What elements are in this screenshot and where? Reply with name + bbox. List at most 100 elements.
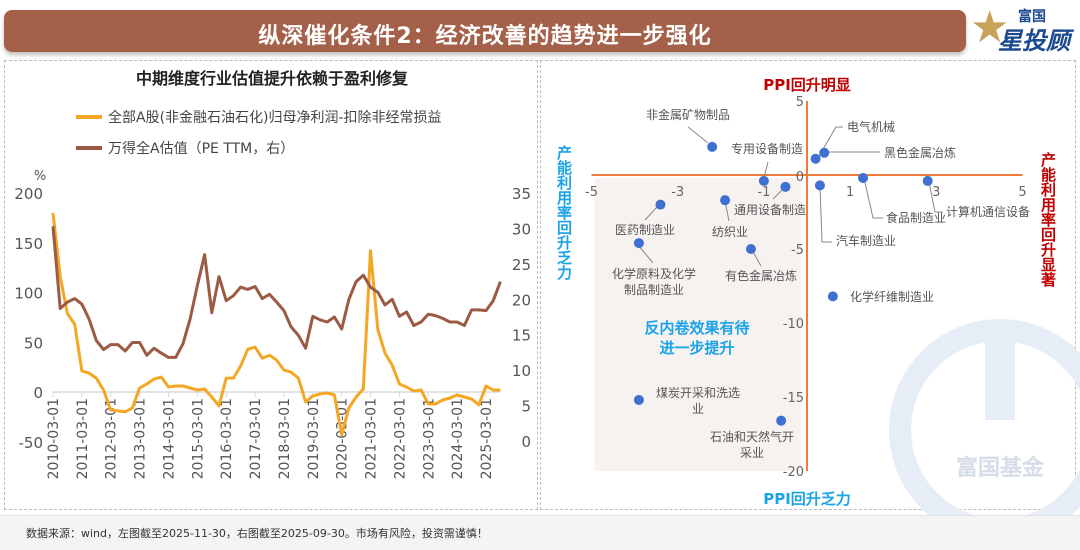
x-tick-label: 2024-03-01 [450,398,466,479]
left-axis-unit: % [34,169,46,184]
scatter-point [814,180,825,191]
footer: 数据来源：wind，左图截至2025-11-30，右图截至2025-09-30。… [0,515,1080,550]
charts-svg: 中期维度行业估值提升依赖于盈利修复全部A股(非金融石油石化)归母净利润-扣除非经… [14,69,1080,515]
scatter-y-tick: -20 [783,465,804,480]
x-tick-label: 2025-03-01 [479,398,495,479]
scatter-point [810,153,821,164]
point-label: 电气机械 [847,119,895,134]
x-tick-label: 2023-03-01 [421,398,437,479]
point-label: 制品制造业 [624,283,684,297]
point-label: 化学原料及化学 [612,266,696,281]
logo-main-text: 星投顾 [998,27,1070,55]
leader-line [928,181,943,213]
point-label: 医药制造业 [615,223,675,237]
quadrant-label-right: 产能利用率回升显著 [1039,152,1057,287]
point-label: 化学纤维制造业 [850,289,934,304]
scatter-x-tick: 1 [846,185,854,200]
right-y-tick: 35 [512,185,531,203]
legend-label-0: 全部A股(非金融石油石化)归母净利润-扣除非经常损益 [108,109,442,126]
right-y-tick: 5 [521,398,531,416]
scatter-x-tick: 3 [932,185,940,200]
scatter-point [780,181,791,192]
x-tick-label: 2015-03-01 [190,398,206,479]
left-y-tick: 0 [33,384,43,402]
scatter-point [858,172,869,183]
right-y-tick: 30 [512,220,531,238]
quadrant-label-bottom: PPI回升乏力 [763,490,851,508]
annotation-text: 反内卷效果有待 [644,319,749,337]
series-line-0 [51,212,501,437]
footer-note: 数据来源：wind，左图截至2025-11-30，右图截至2025-09-30。… [26,527,488,540]
scatter-x-tick: -1 [757,185,770,200]
point-label: 业 [692,402,704,416]
point-label: 煤炭开采和洗选 [656,386,740,400]
left-y-tick: 50 [24,334,43,352]
scatter-point [827,291,838,302]
point-label: 计算机通信设备 [946,204,1030,219]
right-y-tick: 15 [512,327,531,345]
x-tick-label: 2011-03-01 [75,398,91,479]
scatter-point [720,195,731,206]
series-line-1 [51,226,502,359]
point-label: 采业 [740,446,764,460]
right-y-tick: 0 [521,433,531,451]
left-chart-panel [4,60,538,510]
right-y-tick: 10 [512,362,531,380]
leader-line [644,205,659,221]
x-tick-label: 2019-03-01 [306,398,322,479]
point-label: 非金属矿物制品 [646,107,730,122]
left-y-tick: 100 [14,285,43,303]
scatter-y-tick: -15 [783,391,804,406]
point-label: 纺织业 [712,225,748,239]
x-tick-label: 2014-03-01 [161,398,177,479]
point-label: 通用设备制造 [734,203,806,217]
x-tick-label: 2013-03-01 [133,398,149,479]
right-y-tick: 25 [512,256,531,274]
scatter-point [776,415,787,426]
page-title: 纵深催化条件2：经济改善的趋势进一步强化 [258,24,712,49]
scatter-point [745,244,756,254]
scatter-x-tick: -5 [585,185,598,200]
scatter-x-tick: 5 [1018,185,1026,200]
point-label: 有色金属冶炼 [725,268,797,283]
shaded-quadrant [594,178,802,471]
left-y-tick: 150 [14,235,43,253]
star-icon: ★ [970,2,1010,53]
x-tick-label: 2021-03-01 [364,398,380,479]
leader-line [818,126,843,157]
point-label: 食品制造业 [886,210,946,225]
logo-top-text: 富国 [1018,9,1046,25]
x-tick-label: 2016-03-01 [219,398,235,479]
point-label: 汽车制造业 [836,233,896,248]
left-y-tick: 200 [14,185,43,203]
point-label: 黑色金属冶炼 [884,145,956,160]
brand-logo: ★ 富国 星投顾 [968,2,1076,56]
leader-line [687,126,709,144]
scatter-y-tick: -10 [783,317,804,332]
right-y-tick: 20 [512,291,531,309]
scatter-point [707,141,718,152]
annotation-text: 进一步提升 [659,339,734,357]
scatter-point [655,199,666,210]
leader-line [763,161,769,178]
left-chart-title: 中期维度行业估值提升依赖于盈利修复 [136,69,409,88]
x-tick-label: 2012-03-01 [104,398,120,479]
legend-label-1: 万得全A估值（PE TTM，右） [108,140,294,157]
scatter-point [819,147,830,158]
point-label: 石油和天然气开 [710,429,794,444]
scatter-point [758,175,769,186]
scatter-x-tick: -3 [671,185,684,200]
quadrant-label-top: PPI回升明显 [763,76,851,94]
watermark-text: 富国基金 [956,455,1045,481]
right-chart-panel [540,60,1076,510]
leader-line [819,185,832,243]
leader-line [863,177,883,219]
x-tick-label: 2022-03-01 [392,398,408,479]
title-banner: 纵深催化条件2：经济改善的趋势进一步强化 [4,10,966,52]
leader-line [637,244,654,264]
x-tick-label: 2010-03-01 [46,398,62,479]
scatter-point [633,394,644,405]
scatter-y-tick: 5 [796,95,804,110]
x-tick-label: 2018-03-01 [277,398,293,479]
watermark-bar [985,330,1015,420]
